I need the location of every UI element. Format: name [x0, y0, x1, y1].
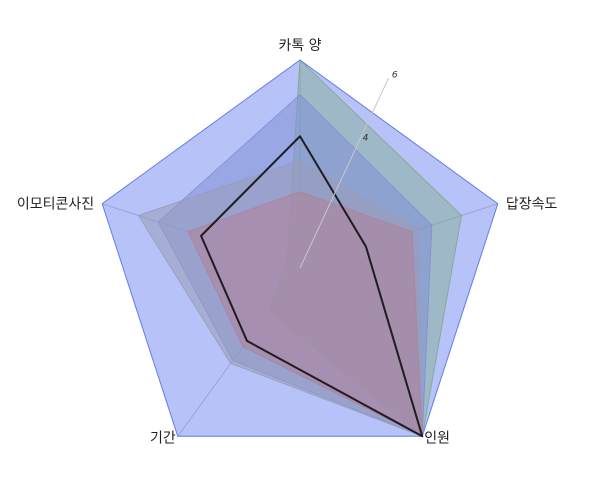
tick-layer: 46	[299, 70, 398, 269]
axis-label-4: 이모티콘사진	[17, 197, 94, 213]
series-polygon-5	[200, 135, 424, 438]
axis-label-0: 카톡 양	[278, 38, 321, 54]
tick-label-0: 4	[363, 133, 369, 143]
series-polygon-4	[101, 59, 499, 437]
axis-label-1: 답장속도	[506, 197, 558, 213]
series-layer	[101, 59, 499, 438]
axis-label-3: 기간	[150, 430, 176, 446]
tick-label-1: 6	[392, 70, 398, 80]
series-polygon-3	[187, 191, 423, 437]
axis-label-2: 인원	[424, 430, 450, 446]
tick-axis-line	[299, 77, 390, 269]
